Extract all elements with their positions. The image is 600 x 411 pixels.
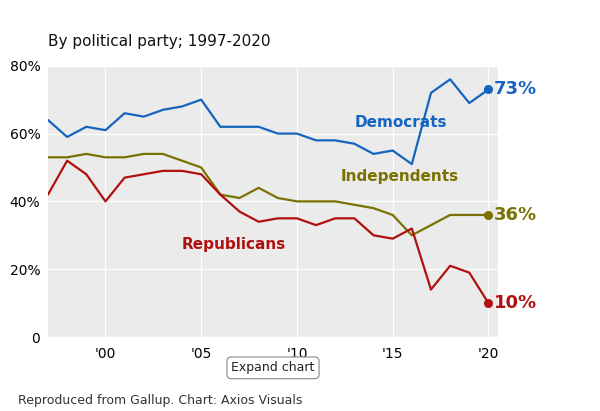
Text: Reproduced from Gallup. Chart: Axios Visuals: Reproduced from Gallup. Chart: Axios Vis… [18,394,302,407]
Text: By political party; 1997-2020: By political party; 1997-2020 [48,35,271,49]
Text: Expand chart: Expand chart [232,361,314,374]
Text: 10%: 10% [494,294,537,312]
Text: 36%: 36% [494,206,537,224]
Text: Democrats: Democrats [355,115,447,130]
Text: Republicans: Republicans [182,237,286,252]
Text: Independents: Independents [341,169,459,184]
Text: 73%: 73% [494,81,537,99]
